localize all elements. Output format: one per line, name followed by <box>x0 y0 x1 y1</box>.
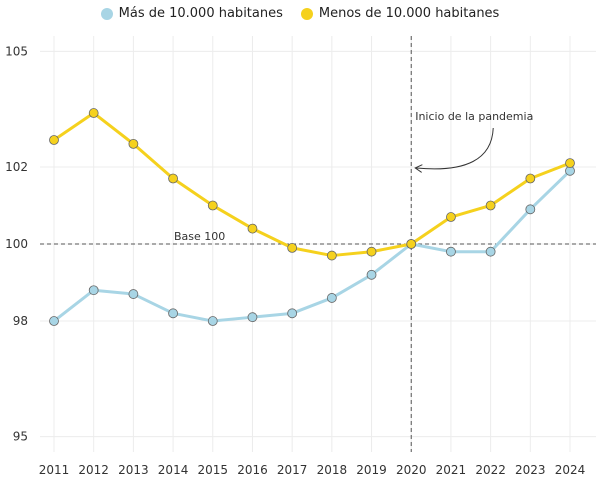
x-tick-label-2017: 2017 <box>277 463 308 477</box>
legend-swatch-small-towns <box>300 7 313 20</box>
y-tick-label-95: 95 <box>13 430 28 444</box>
legend-label-small-towns: Menos de 10.000 habitanes <box>318 6 500 21</box>
data-point-small-towns-2014 <box>168 173 178 184</box>
data-point-large-towns-2021 <box>446 246 456 257</box>
reference-line-label: Base 100 <box>174 230 225 243</box>
y-tick-label-98: 98 <box>13 314 28 328</box>
data-point-small-towns-2015 <box>207 200 218 211</box>
data-point-small-towns-2013 <box>128 138 139 149</box>
legend-item-large-towns: Más de 10.000 habitanes <box>100 6 283 21</box>
y-tick-label-102: 102 <box>5 160 28 174</box>
data-point-large-towns-2017 <box>287 308 298 319</box>
y-tick-label-100: 100 <box>5 237 28 251</box>
legend-item-small-towns: Menos de 10.000 habitanes <box>300 6 500 21</box>
x-tick-label-2019: 2019 <box>356 463 387 477</box>
data-point-large-towns-2015 <box>207 316 218 326</box>
data-point-large-towns-2016 <box>247 312 258 323</box>
data-point-small-towns-2023 <box>525 173 536 184</box>
data-point-small-towns-2011 <box>49 135 59 145</box>
data-point-large-towns-2013 <box>128 289 139 299</box>
y-tick-label-105: 105 <box>5 44 28 58</box>
data-point-small-towns-2019 <box>366 246 377 257</box>
pandemic-annotation-arrow <box>416 127 494 169</box>
x-tick-label-2024: 2024 <box>555 463 586 477</box>
series-line-large-towns <box>53 169 572 323</box>
data-point-small-towns-2012 <box>88 108 99 118</box>
x-tick-label-2018: 2018 <box>317 463 348 477</box>
x-tick-label-2016: 2016 <box>237 463 268 477</box>
x-tick-label-2012: 2012 <box>78 463 109 477</box>
data-point-small-towns-2021 <box>446 212 456 222</box>
data-point-large-towns-2012 <box>88 285 99 296</box>
data-point-large-towns-2023 <box>525 204 536 215</box>
pandemic-annotation-label: Inicio de la pandemia <box>415 110 533 123</box>
series-line-small-towns <box>53 111 571 258</box>
x-tick-label-2014: 2014 <box>158 463 189 477</box>
x-tick-label-2015: 2015 <box>197 463 228 477</box>
x-tick-label-2011: 2011 <box>39 463 70 477</box>
data-point-large-towns-2014 <box>168 308 178 319</box>
x-tick-label-2013: 2013 <box>118 463 149 477</box>
x-tick-label-2023: 2023 <box>515 463 546 477</box>
data-point-large-towns-2022 <box>485 246 496 257</box>
data-point-small-towns-2020 <box>406 239 417 249</box>
data-point-large-towns-2011 <box>49 316 59 326</box>
data-point-large-towns-2018 <box>326 293 337 303</box>
x-tick-label-2020: 2020 <box>396 463 427 477</box>
data-point-small-towns-2024 <box>565 158 575 169</box>
data-point-large-towns-2019 <box>366 269 377 280</box>
legend-label-large-towns: Más de 10.000 habitanes <box>118 6 283 21</box>
data-point-small-towns-2018 <box>326 250 337 261</box>
x-tick-label-2021: 2021 <box>436 463 467 477</box>
data-point-small-towns-2017 <box>287 242 298 253</box>
data-point-small-towns-2022 <box>485 200 496 211</box>
x-tick-label-2022: 2022 <box>475 463 506 477</box>
legend: Más de 10.000 habitanes Menos de 10.000 … <box>0 6 600 21</box>
data-point-small-towns-2016 <box>247 223 258 234</box>
legend-swatch-large-towns <box>100 7 113 20</box>
